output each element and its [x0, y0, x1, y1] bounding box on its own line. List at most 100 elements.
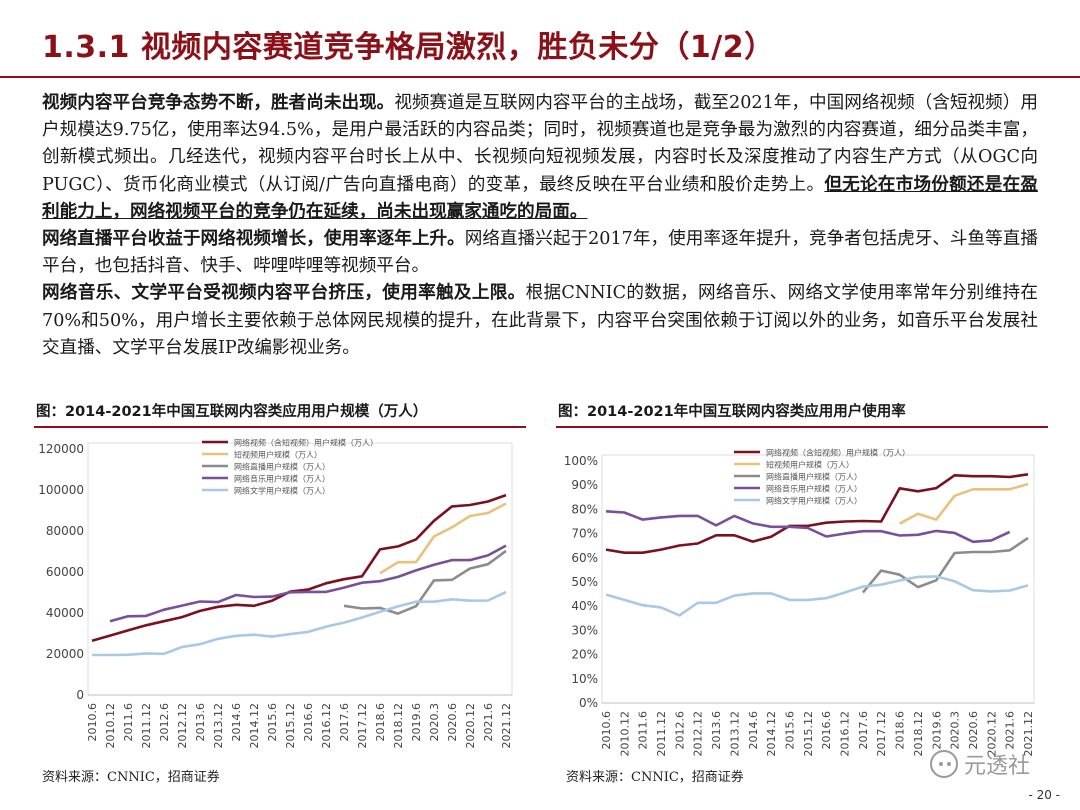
x-tick-label: 2011.12 — [140, 703, 153, 749]
x-tick-label: 2012.6 — [673, 711, 686, 750]
paragraph-2: 网络直播平台收益于网络视频增长，使用率逐年上升。网络直播兴起于2017年，使用率… — [42, 226, 1038, 280]
x-tick-label: 2018.6 — [894, 711, 907, 750]
legend-label: 网络直播用户规模（万人） — [234, 462, 330, 472]
paragraph-1: 视频内容平台竞争态势不断，胜者尚未出现。视频赛道是互联网内容平台的主战场，截至2… — [42, 90, 1038, 226]
legend-label: 网络视频（含短视频）用户规模（万人） — [766, 448, 910, 458]
series-line — [92, 590, 507, 657]
series-line — [91, 493, 507, 642]
y-tick-label: 20000 — [46, 647, 84, 661]
x-tick-label: 2010.6 — [86, 703, 99, 742]
paragraph-1-emphasis: 但无论在市场份额还是在盈利能力上，网络视频平台的竞争仍在延续，尚未出现赢家通吃的… — [42, 174, 1038, 222]
x-tick-label: 2014.12 — [765, 711, 778, 757]
x-tick-label: 2018.12 — [392, 703, 405, 749]
x-tick-label: 2020.6 — [446, 703, 459, 742]
legend-label: 网络音乐用户规模（万人） — [766, 484, 862, 494]
series-line — [109, 544, 507, 623]
left-source-note: 资料来源：CNNIC，招商证券 — [42, 770, 220, 785]
paragraph-1-lead: 视频内容平台竞争态势不断，胜者尚未出现。 — [42, 93, 395, 113]
x-tick-label: 2020.3 — [949, 711, 962, 750]
legend-label: 网络文学用户规模（万人） — [234, 486, 330, 496]
user-scale-chart: 0 20000 40000 60000 80000 100000 120000 2010.6 2… — [38, 438, 513, 749]
x-tick-label: 2012.6 — [158, 703, 171, 742]
legend-label: 网络音乐用户规模（万人） — [234, 474, 330, 484]
x-tick-label: 2012.12 — [692, 711, 705, 757]
legend-label: 短视频用户规模（万人） — [234, 450, 322, 460]
x-tick-label: 2013.6 — [194, 703, 207, 742]
legend-label: 网络文学用户规模（万人） — [766, 496, 862, 506]
y-tick-label: 60000 — [46, 565, 84, 579]
x-tick-label: 2013.12 — [728, 711, 741, 757]
legend-label: 短视频用户规模（万人） — [766, 460, 854, 470]
y-tick-label: 0% — [579, 696, 598, 710]
y-tick-label: 10% — [571, 672, 598, 686]
figure-user-scale-title: 图：2014-2021年中国互联网内容类应用用户规模（万人） — [34, 400, 526, 428]
x-tick-label: 2010.12 — [618, 711, 631, 757]
title-divider — [0, 76, 1080, 78]
right-source-note: 资料来源：CNNIC，招商证券 — [566, 770, 744, 785]
series-line — [379, 502, 507, 575]
figure-user-scale: 图：2014-2021年中国互联网内容类应用用户规模（万人） 0 20000 400… — [34, 400, 526, 749]
x-tick-label: 2019.6 — [410, 703, 423, 742]
x-tick-label: 2021.12 — [1022, 711, 1035, 757]
x-tick-label: 2021.12 — [500, 703, 513, 749]
y-tick-label: 0 — [76, 688, 84, 702]
wechat-icon — [930, 750, 958, 778]
y-tick-label: 100% — [564, 454, 598, 468]
x-tick-label: 2011.12 — [655, 711, 668, 757]
x-tick-label: 2017.12 — [356, 703, 369, 749]
y-tick-label: 70% — [571, 527, 598, 541]
x-tick-label: 2010.12 — [104, 703, 117, 749]
watermark: 元透社 — [930, 748, 1030, 780]
paragraph-3-text: 根据CNNIC的数据，网络音乐、网络文学使用率常年分别维持在70%和50%，用户… — [42, 283, 1038, 358]
series-line — [605, 575, 1029, 617]
x-tick-label: 2013.12 — [212, 703, 225, 749]
paragraph-1-text: 视频赛道是互联网内容平台的主战场，截至2021年，中国网络视频（含短视频）用户规… — [42, 93, 1038, 195]
x-tick-label: 2016.6 — [820, 711, 833, 750]
y-tick-label: 30% — [571, 623, 598, 637]
paragraph-2-text: 网络直播兴起于2017年，使用率逐年提升，竞争者包括虎牙、斗鱼等直播平台，也包括… — [42, 229, 1038, 277]
series-line — [861, 536, 1029, 594]
x-tick-label: 2012.12 — [176, 703, 189, 749]
x-tick-label: 2018.6 — [374, 703, 387, 742]
series-line — [898, 482, 1029, 525]
x-tick-label: 2020.12 — [464, 703, 477, 749]
x-tick-label: 2021.6 — [482, 703, 495, 742]
x-tick-label: 2016.12 — [320, 703, 333, 749]
body-text: 视频内容平台竞争态势不断，胜者尚未出现。视频赛道是互联网内容平台的主战场，截至2… — [42, 90, 1038, 362]
y-tick-label: 90% — [571, 478, 598, 492]
x-tick-label: 2014.6 — [747, 711, 760, 750]
y-tick-label: 50% — [571, 575, 598, 589]
x-tick-label: 2021.6 — [1004, 711, 1017, 750]
x-tick-label: 2011.6 — [637, 711, 650, 750]
x-tick-label: 2015.6 — [266, 703, 279, 742]
paragraph-3: 网络音乐、文学平台受视频内容平台挤压，使用率触及上限。根据CNNIC的数据，网络… — [42, 280, 1038, 362]
x-tick-label: 2015.12 — [284, 703, 297, 749]
x-tick-label: 2020.12 — [985, 711, 998, 757]
x-tick-label: 2020.3 — [428, 703, 441, 742]
x-tick-label: 2010.6 — [600, 711, 613, 750]
y-tick-label: 20% — [571, 648, 598, 662]
y-tick-label: 80% — [571, 502, 598, 516]
page-title: 1.3.1 视频内容赛道竞争格局激烈，胜负未分（1/2） — [42, 30, 775, 65]
x-tick-label: 2016.12 — [839, 711, 852, 757]
y-tick-label: 60% — [571, 551, 598, 565]
y-tick-label: 40% — [571, 599, 598, 613]
watermark-text: 元透社 — [964, 754, 1031, 779]
x-tick-label: 2014.6 — [230, 703, 243, 742]
y-tick-label: 100000 — [38, 483, 84, 497]
usage-rate-chart: 0% 10% 20% 30% 40% 50% 60% 70% 80% 90% 100% 2010.6 2… — [564, 448, 1035, 757]
x-tick-label: 2020.6 — [967, 711, 980, 750]
paragraph-2-lead: 网络直播平台收益于网络视频增长，使用率逐年上升。 — [42, 229, 465, 250]
x-tick-label: 2017.6 — [338, 703, 351, 742]
y-tick-label: 120000 — [38, 442, 84, 456]
x-tick-label: 2014.12 — [248, 703, 261, 749]
legend-label: 网络直播用户规模（万人） — [766, 472, 862, 482]
y-tick-label: 80000 — [46, 524, 84, 538]
series-line — [605, 510, 1011, 544]
x-tick-label: 2016.6 — [302, 703, 315, 742]
x-tick-label: 2015.12 — [802, 711, 815, 757]
figure-usage-rate-title: 图：2014-2021年中国互联网内容类应用用户使用率 — [556, 400, 1048, 428]
x-tick-label: 2015.6 — [783, 711, 796, 750]
page-number: - 20 - — [1028, 788, 1060, 802]
x-tick-label: 2017.6 — [857, 711, 870, 750]
